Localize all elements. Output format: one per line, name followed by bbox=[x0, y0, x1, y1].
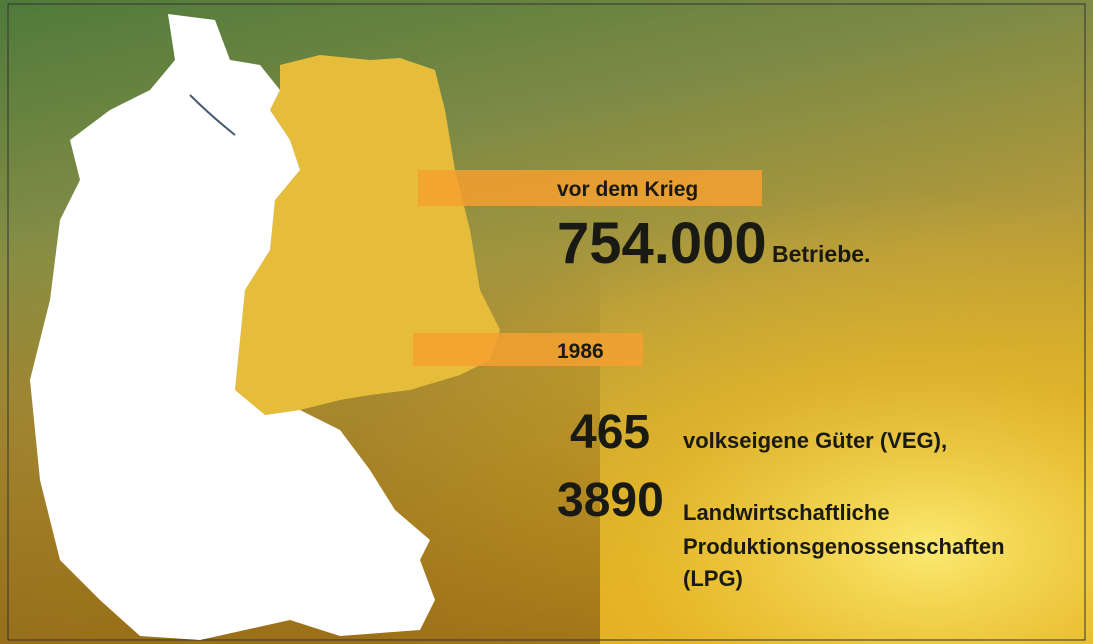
big-number: 3890 bbox=[557, 474, 664, 527]
big-number: 754.000 bbox=[557, 211, 767, 276]
map-west bbox=[30, 14, 435, 640]
label-band bbox=[413, 333, 643, 366]
river bbox=[189, 94, 236, 136]
description: (LPG) bbox=[683, 566, 743, 591]
description: volkseigene Güter (VEG), bbox=[683, 428, 947, 453]
period-label: 1986 bbox=[557, 340, 604, 363]
map-east bbox=[235, 55, 500, 415]
description: Landwirtschaftliche bbox=[683, 500, 890, 525]
frame bbox=[7, 3, 1086, 641]
label-band bbox=[418, 170, 762, 206]
unit-text: Betriebe. bbox=[772, 241, 870, 267]
big-number: 465 bbox=[570, 406, 650, 459]
description: Produktionsgenossenschaften bbox=[683, 534, 1005, 559]
period-label: vor dem Krieg bbox=[557, 178, 698, 201]
